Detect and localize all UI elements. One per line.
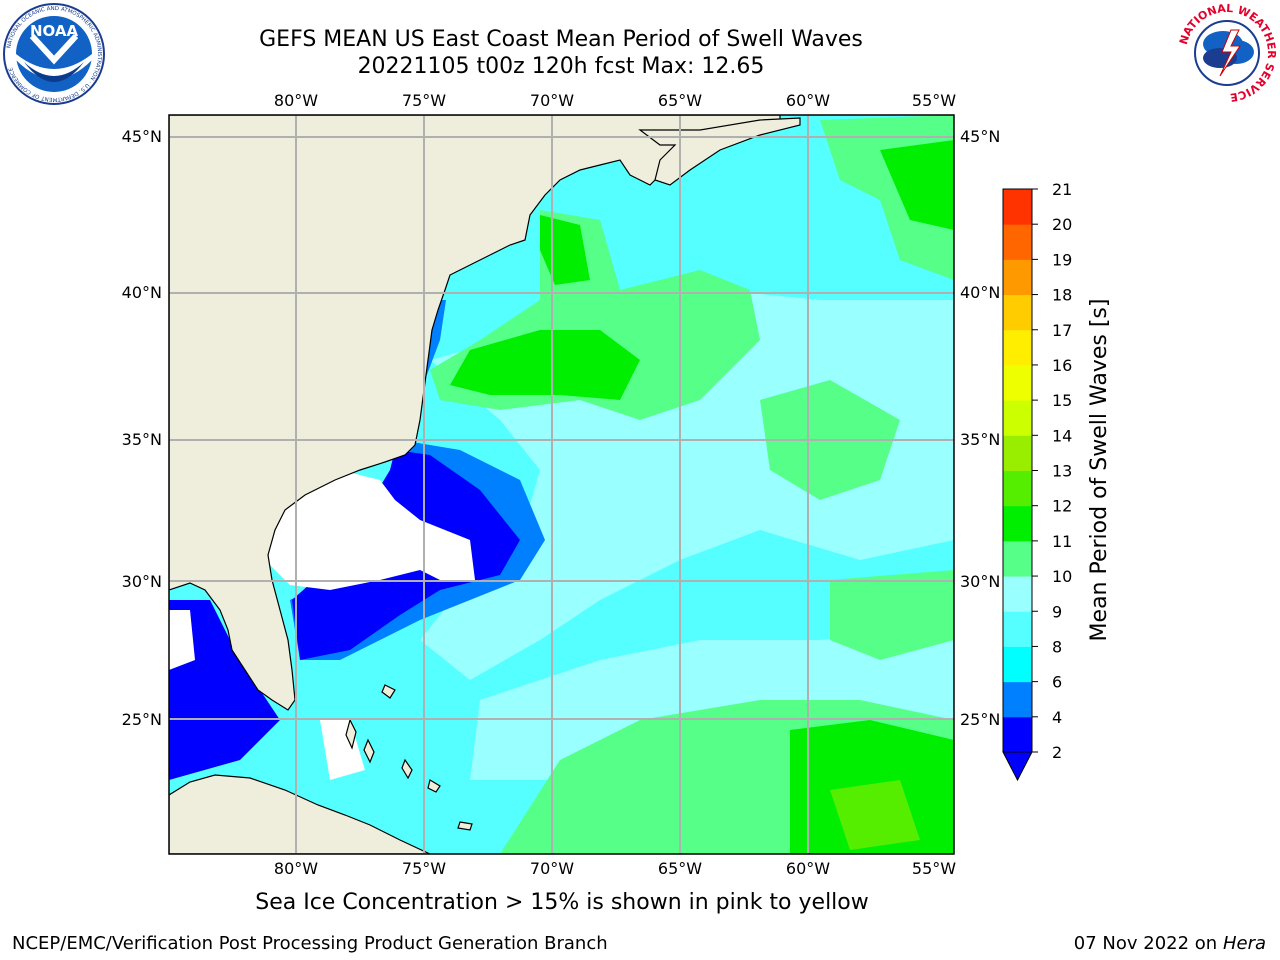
no-data-zone-florida-west bbox=[169, 610, 195, 670]
colorbar-tick-label: 8 bbox=[1052, 637, 1062, 656]
lat-label-right: 45°N bbox=[960, 127, 1000, 146]
lon-label-bottom: 70°W bbox=[530, 859, 574, 878]
lon-label-top: 70°W bbox=[530, 91, 574, 110]
swell-zone-12s-southeast bbox=[830, 780, 920, 850]
lon-label-bottom: 65°W bbox=[658, 859, 702, 878]
colorbar-tick-label: 6 bbox=[1052, 673, 1062, 692]
colorbar-segment bbox=[1003, 576, 1032, 612]
lon-label-bottom: 60°W bbox=[786, 859, 830, 878]
colorbar-segment bbox=[1003, 540, 1032, 577]
lon-label-bottom: 75°W bbox=[402, 859, 446, 878]
colorbar-segment bbox=[1003, 505, 1032, 542]
nws-logo: NATIONAL WEATHER SERVICE bbox=[1177, 2, 1278, 104]
colorbar-tick-label: 11 bbox=[1052, 532, 1072, 551]
colorbar-segment bbox=[1003, 470, 1032, 507]
colorbar-tick-label: 16 bbox=[1052, 356, 1072, 375]
swell-zone-9s-south bbox=[470, 630, 954, 780]
colorbar-tick-label: 13 bbox=[1052, 462, 1072, 481]
swell-zone-2s-gulf bbox=[169, 600, 280, 780]
lat-label-left: 25°N bbox=[122, 710, 162, 729]
colorbar-tick-label: 17 bbox=[1052, 321, 1072, 340]
colorbar-segment bbox=[1003, 259, 1032, 296]
colorbar: 2 4 6 8 9 10 11 12 13 14 15 16 17 18 19 20 21 bbox=[1002, 180, 1072, 782]
colorbar-segment bbox=[1003, 681, 1032, 718]
date-text: 07 Nov 2022 on bbox=[1073, 933, 1218, 954]
swell-zone-11s-northeast bbox=[880, 140, 954, 230]
lat-label-right: 30°N bbox=[960, 572, 1000, 591]
map-frame bbox=[168, 114, 955, 855]
machine-name: Hera bbox=[1222, 933, 1266, 954]
colorbar-segment bbox=[1003, 400, 1032, 436]
colorbar-segment bbox=[1003, 224, 1032, 260]
colorbar-tick-label: 2 bbox=[1052, 743, 1062, 762]
lat-labels-left: 45°N 40°N 35°N 30°N 25°N bbox=[122, 127, 162, 729]
map-plot-area bbox=[169, 115, 954, 854]
lat-label-left: 35°N bbox=[122, 430, 162, 449]
colorbar-tick-label: 18 bbox=[1052, 286, 1072, 305]
swell-zone-10s-mid bbox=[830, 570, 954, 660]
lat-labels-right: 45°N 40°N 35°N 30°N 25°N bbox=[960, 127, 1000, 729]
colorbar-tick-label: 10 bbox=[1052, 567, 1072, 586]
colorbar-extend-arrow bbox=[1002, 751, 1033, 782]
date-stamp: 07 Nov 2022 on Hera bbox=[1074, 933, 1266, 954]
lon-label-top: 75°W bbox=[402, 91, 446, 110]
lat-label-left: 30°N bbox=[122, 572, 162, 591]
colorbar-segment bbox=[1003, 611, 1032, 647]
swell-zone-11s-central bbox=[450, 330, 640, 400]
colorbar-tick-label: 4 bbox=[1052, 708, 1062, 727]
lon-labels-top: 80°W 75°W 70°W 65°W 60°W 55°W bbox=[274, 91, 956, 110]
noaa-logo: NOAA NATIONAL OCEANIC AND ATMOSPHERIC AD… bbox=[3, 3, 105, 105]
chart-subtitle: 20221105 t00z 120h fcst Max: 12.65 bbox=[357, 54, 765, 79]
colorbar-tick-label: 21 bbox=[1052, 180, 1072, 199]
colorbar-tick-label: 15 bbox=[1052, 391, 1072, 410]
lat-label-left: 45°N bbox=[122, 127, 162, 146]
lon-labels-bottom: 80°W 75°W 70°W 65°W 60°W 55°W bbox=[274, 859, 956, 878]
noaa-logo-text: NOAA bbox=[30, 22, 79, 40]
land-north-america bbox=[169, 115, 781, 711]
colorbar-segment bbox=[1003, 189, 1032, 225]
lon-label-top: 60°W bbox=[786, 91, 830, 110]
colorbar-tick-label: 19 bbox=[1052, 250, 1072, 269]
no-data-zone-georgia-bight bbox=[265, 470, 475, 590]
colorbar-segment bbox=[1003, 329, 1032, 366]
lon-label-top: 65°W bbox=[658, 91, 702, 110]
colorbar-tick-label: 12 bbox=[1052, 497, 1072, 516]
colorbar-segment bbox=[1003, 716, 1032, 753]
sea-ice-note: Sea Ice Concentration > 15% is shown in … bbox=[255, 890, 869, 915]
colorbar-label: Mean Period of Swell Waves [s] bbox=[1087, 299, 1112, 642]
colorbar-tick-label: 20 bbox=[1052, 215, 1072, 234]
graticule bbox=[169, 115, 954, 854]
credit-text: NCEP/EMC/Verification Post Processing Pr… bbox=[12, 933, 608, 954]
colorbar-segment bbox=[1003, 435, 1032, 471]
colorbar-tick-label: 14 bbox=[1052, 426, 1072, 445]
lat-label-right: 35°N bbox=[960, 430, 1000, 449]
lat-label-right: 40°N bbox=[960, 283, 1000, 302]
lon-label-bottom: 55°W bbox=[912, 859, 956, 878]
lat-label-right: 25°N bbox=[960, 710, 1000, 729]
colorbar-segment bbox=[1003, 294, 1032, 331]
chart-title: GEFS MEAN US East Coast Mean Period of S… bbox=[259, 27, 863, 52]
colorbar-tick-label: 9 bbox=[1052, 602, 1062, 621]
lat-label-left: 40°N bbox=[122, 283, 162, 302]
colorbar-segment bbox=[1003, 646, 1032, 683]
lon-label-top: 55°W bbox=[912, 91, 956, 110]
colorbar-segment bbox=[1003, 364, 1032, 401]
bahamas-islands bbox=[345, 684, 473, 831]
land-cuba bbox=[169, 774, 431, 854]
lon-label-bottom: 80°W bbox=[274, 859, 318, 878]
lon-label-top: 80°W bbox=[274, 91, 318, 110]
